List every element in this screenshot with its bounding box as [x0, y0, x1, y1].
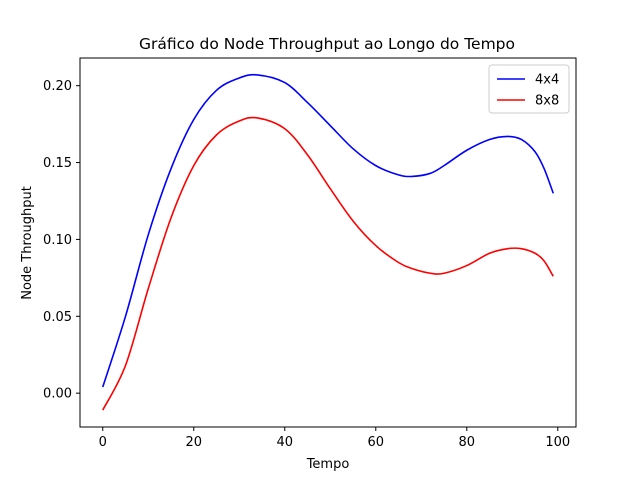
y-tick-label: 0.20 — [43, 79, 72, 94]
y-tick-label: 0.15 — [43, 156, 72, 171]
x-tick-label: 100 — [545, 435, 570, 450]
y-tick-label: 0.00 — [43, 387, 72, 402]
chart-title: Gráfico do Node Throughput ao Longo do T… — [139, 35, 515, 53]
y-tick-label: 0.10 — [43, 233, 72, 248]
plot-frame — [79, 57, 577, 428]
x-axis-label: Tempo — [306, 457, 350, 472]
x-tick-label: 60 — [368, 435, 385, 450]
y-axis-label: Node Throughput — [20, 186, 35, 300]
legend-label-4x4: 4x4 — [535, 73, 559, 88]
y-tick-label: 0.05 — [43, 310, 72, 325]
x-axis-ticks: 0 20 40 60 80 100 — [99, 427, 570, 450]
y-axis-ticks: 0.00 0.05 0.10 0.15 0.20 — [43, 79, 80, 402]
plot-lines — [101, 73, 555, 411]
x-tick-label: 40 — [276, 435, 293, 450]
series-line-8x8 — [102, 116, 554, 411]
x-tick-label: 0 — [99, 435, 107, 450]
legend-box — [488, 64, 570, 114]
series-line-4x4 — [101, 73, 555, 388]
x-tick-label: 80 — [459, 435, 476, 450]
x-tick-label: 20 — [185, 435, 202, 450]
legend-label-8x8: 8x8 — [535, 94, 559, 109]
